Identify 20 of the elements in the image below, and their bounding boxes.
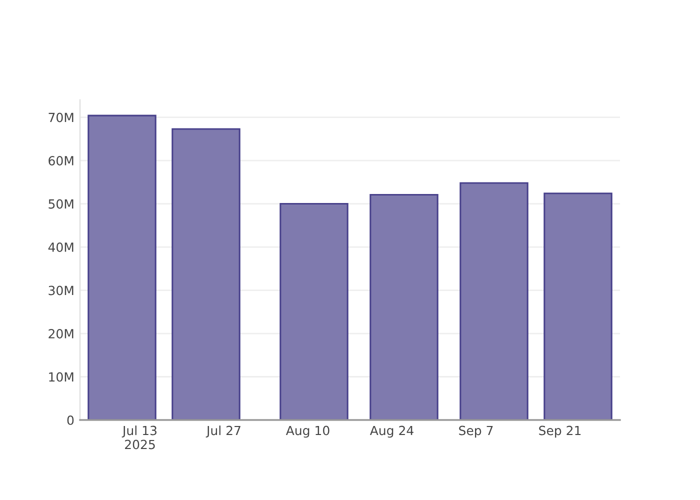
x-tick-label: Aug 24 — [370, 426, 414, 438]
y-tick-label: 40M — [48, 242, 74, 252]
x-tick-label: Jul 27 — [206, 426, 240, 438]
x-tick-label: Sep 21 — [539, 426, 581, 438]
bar — [370, 194, 438, 420]
bar — [460, 182, 528, 420]
bar — [544, 192, 612, 420]
y-tick-label: 60M — [48, 156, 74, 166]
x-tick-label: Sep 7 — [459, 426, 493, 438]
bar — [172, 128, 240, 420]
y-tick-label: 70M — [48, 112, 74, 122]
y-tick-label: 10M — [49, 372, 74, 382]
bar — [280, 203, 348, 420]
bar — [88, 114, 156, 420]
x-tick-label: Jul 13 2025 — [122, 426, 156, 450]
x-tick-label: Aug 10 — [286, 426, 330, 438]
y-tick-label: 0 — [67, 415, 74, 425]
y-tick-label: 30M — [48, 286, 74, 296]
y-tick-label: 20M — [48, 328, 74, 338]
y-tick-label: 50M — [48, 199, 74, 209]
